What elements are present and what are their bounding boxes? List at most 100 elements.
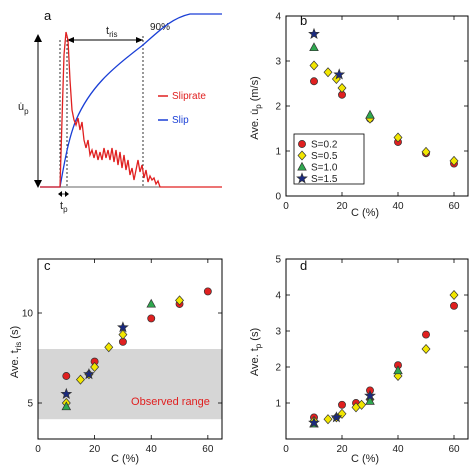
panel-d-xlabel: C (%): [351, 453, 379, 465]
panel-c-ylabel: Ave. tris (s): [9, 326, 23, 378]
y-tick-label: 2: [275, 363, 281, 374]
y-tick-label: 4: [275, 12, 281, 23]
point-circle: [450, 301, 458, 310]
panel-b-xlabel: C (%): [351, 207, 379, 219]
point-star: [117, 321, 129, 333]
up-arrow-head-top: [34, 34, 42, 42]
y-tick-label: 5: [275, 255, 281, 266]
y-tick-label: 3: [275, 327, 281, 338]
panel-b-ylabel: Ave. u̇p (m/s): [249, 76, 263, 140]
point-star: [308, 416, 320, 428]
point-star: [60, 387, 73, 400]
panel-a: a u̇p tris 90% tp Sliprate Slip: [18, 8, 222, 214]
panel-c-letter: c: [44, 258, 51, 273]
x-tick-label: 0: [283, 201, 289, 212]
point-triangle: [365, 109, 375, 119]
x-tick-label: 20: [89, 444, 101, 455]
point-diamond: [449, 155, 459, 166]
tp-label: tp: [60, 200, 68, 214]
plot-frame: [37, 258, 223, 440]
point-circle: [203, 287, 212, 296]
point-diamond: [421, 343, 431, 355]
legend-slip-label: Slip: [172, 115, 189, 126]
panel-b: b Ave. u̇p (m/s) C (%) S=0.2S=0.5S=1.0S=…: [249, 12, 469, 219]
y-tick-label: 0: [275, 192, 281, 203]
point-diamond: [449, 289, 459, 301]
panel-b-letter: b: [300, 13, 307, 28]
point-diamond: [337, 82, 347, 94]
point-triangle: [146, 298, 157, 308]
point-diamond: [90, 361, 100, 373]
point-diamond: [357, 399, 367, 410]
x-tick-label: 60: [448, 444, 460, 455]
x-tick-label: 20: [336, 201, 348, 212]
tris-label: tris: [106, 25, 118, 39]
y-tick-label: 3: [275, 57, 281, 68]
point-diamond: [104, 342, 114, 353]
legend-marker-triangle: [297, 161, 307, 171]
panel-c: c Ave. tris (s) C (%) Observed range 0 20 4…: [9, 258, 223, 465]
point-diamond: [323, 414, 333, 425]
legend-label: S=1.5: [311, 174, 338, 185]
point-triangle: [393, 365, 403, 375]
tris-arrow-left: [67, 37, 74, 43]
x-tick-label: 0: [35, 444, 41, 455]
pct90-label: 90%: [150, 22, 170, 33]
x-tick-label: 20: [336, 444, 348, 455]
point-circle: [422, 330, 430, 339]
point-star: [333, 68, 346, 80]
point-circle: [147, 314, 156, 323]
panel-d-letter: d: [300, 258, 307, 273]
point-star: [308, 27, 320, 40]
point-diamond: [75, 374, 85, 385]
point-triangle: [365, 395, 375, 405]
y-tick-label: 2: [275, 102, 281, 113]
point-diamond: [309, 60, 319, 71]
legend-marker-star: [296, 172, 308, 184]
point-circle: [310, 77, 318, 86]
panel-d-ylabel: Ave. tp (s): [249, 328, 263, 376]
point-diamond: [393, 132, 403, 143]
point-triangle: [309, 42, 319, 52]
legend-marker-diamond: [297, 150, 307, 161]
legend-marker-circle: [298, 140, 306, 148]
legend-label: S=1.0: [311, 163, 338, 174]
x-tick-label: 60: [202, 444, 214, 455]
x-tick-label: 0: [283, 444, 289, 455]
up-arrow-head-bottom: [34, 180, 42, 188]
panel-b-legend: S=0.2S=0.5S=1.0S=1.5: [293, 133, 365, 185]
legend-label: S=0.2: [311, 140, 338, 151]
plot-frame: [285, 258, 469, 440]
point-circle: [62, 372, 71, 380]
x-tick-label: 40: [392, 444, 404, 455]
point-circle: [338, 400, 346, 409]
legend-sliprate-label: Sliprate: [172, 91, 206, 102]
up-label: u̇p: [18, 101, 29, 116]
point-diamond: [175, 295, 185, 306]
point-star: [364, 389, 376, 401]
x-tick-label: 40: [392, 201, 404, 212]
observed-range-label: Observed range: [131, 396, 210, 408]
y-tick-label: 10: [22, 309, 34, 320]
y-tick-label: 5: [27, 399, 33, 410]
panel-c-xlabel: C (%): [111, 453, 139, 465]
slip-curve: [40, 13, 222, 188]
point-star: [330, 411, 343, 423]
point-diamond: [118, 329, 128, 340]
point-triangle: [61, 401, 72, 411]
x-tick-label: 40: [146, 444, 158, 455]
sliprate-curve: [40, 31, 222, 188]
tp-arrow-right: [65, 191, 69, 197]
x-tick-label: 60: [448, 201, 460, 212]
legend-label: S=0.5: [311, 151, 338, 162]
legend-box: [293, 133, 365, 185]
tris-arrow-right: [136, 37, 143, 43]
panel-a-letter: a: [44, 8, 52, 23]
y-tick-label: 1: [275, 399, 281, 410]
y-tick-label: 4: [275, 291, 281, 302]
point-star: [83, 368, 95, 380]
panel-d: d Ave. tp (s) C (%) 0 20 40 60 1 2 3 4 5: [249, 255, 469, 465]
y-tick-label: 1: [275, 147, 281, 158]
point-diamond: [421, 146, 431, 157]
